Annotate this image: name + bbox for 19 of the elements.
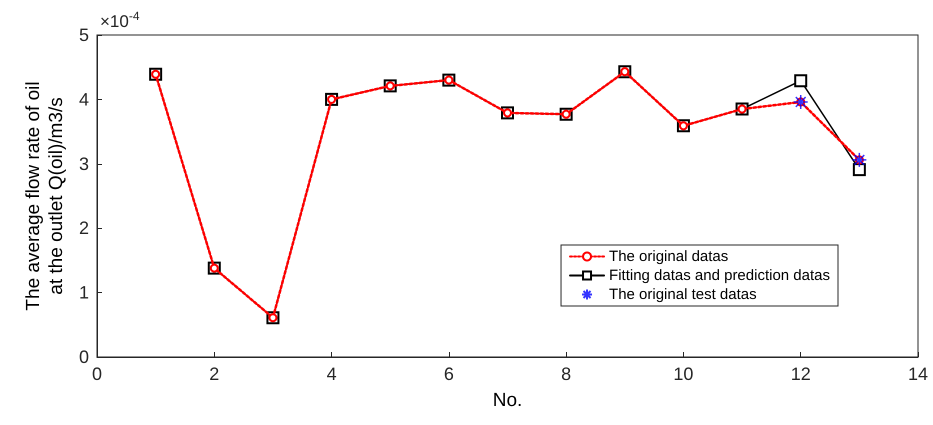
y-tick-label: 1 bbox=[78, 282, 89, 303]
y-tick-label: 3 bbox=[78, 154, 89, 174]
x-tick-label: 8 bbox=[561, 364, 572, 384]
legend-label: The original datas bbox=[609, 248, 728, 265]
y-tick-label: 4 bbox=[78, 89, 89, 110]
y-tick-label: 2 bbox=[78, 218, 89, 238]
y-axis-title: The average flow rate of oil at the outlet Q(oil)/m3/s bbox=[23, 81, 68, 311]
x-tick-label: 12 bbox=[790, 364, 811, 384]
y-tick-label: 5 bbox=[78, 25, 89, 45]
x-tick-label: 0 bbox=[92, 364, 102, 384]
legend-label: Fitting datas and prediction datas bbox=[609, 267, 830, 284]
y-tick-label: 0 bbox=[78, 347, 89, 367]
x-tick-label: 14 bbox=[908, 364, 928, 384]
x-tick-label: 10 bbox=[673, 364, 694, 384]
legend-label: The original test datas bbox=[609, 286, 757, 303]
x-tick-label: 4 bbox=[326, 364, 337, 384]
x-axis-title: No. bbox=[492, 390, 522, 411]
x-tick-label: 6 bbox=[444, 364, 454, 384]
x-tick-label: 2 bbox=[209, 364, 220, 384]
